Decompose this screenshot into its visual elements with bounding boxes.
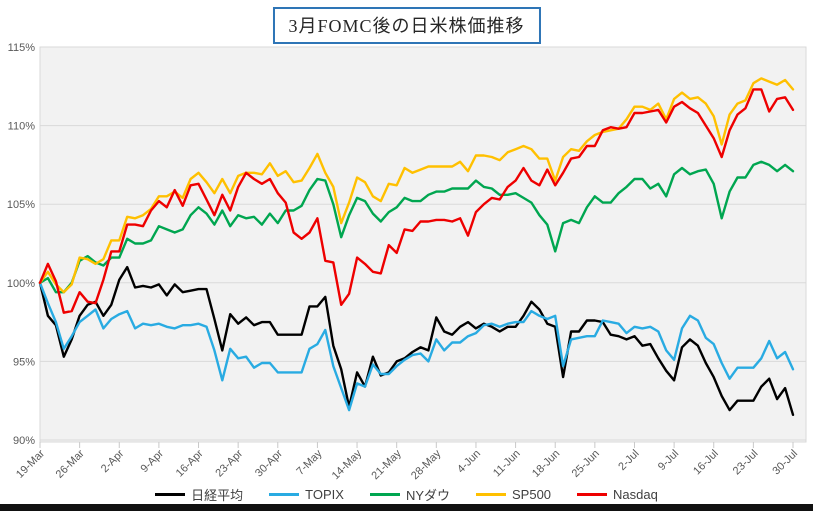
x-tick-label-11-Jun: 11-Jun [491, 448, 523, 480]
legend-item-ny-dow: NYダウ [369, 485, 450, 504]
legend-label-sp500: SP500 [512, 486, 552, 502]
y-tick-label-105: 105% [7, 199, 35, 211]
series-line-ny-dow [38, 160, 795, 294]
chart-legend: 日経平均 TOPIX NYダウ SP500 Nasdaq [0, 484, 813, 504]
x-tick-label-25-Jun: 25-Jun [570, 448, 602, 480]
legend-label-nasdaq: Nasdaq [613, 486, 658, 502]
legend-label-topix: TOPIX [305, 486, 344, 502]
legend-item-nikkei: 日経平均 [155, 485, 243, 504]
x-tick-label-2-Jul: 2-Jul [616, 448, 641, 473]
legend-item-sp500: SP500 [476, 487, 551, 502]
legend-swatch-ny-dow [369, 492, 400, 496]
series-line-nasdaq [38, 88, 795, 314]
x-tick-label-19-Mar: 19-Mar [14, 447, 47, 480]
y-tick-label-100: 100% [7, 278, 35, 290]
plot-area [39, 46, 807, 443]
y-tick-label-115: 115% [8, 42, 36, 54]
legend-label-ny-dow: NYダウ [405, 487, 450, 503]
legend-swatch-sp500 [476, 492, 506, 496]
x-tick-label-26-Mar: 26-Mar [54, 447, 87, 480]
x-tick-label-21-May: 21-May [369, 447, 404, 482]
x-tick-label-28-May: 28-May [409, 447, 444, 482]
x-tick-label-16-Jul: 16-Jul [691, 448, 721, 478]
x-tick-label-23-Jul: 23-Jul [731, 448, 761, 478]
legend-swatch-topix [269, 492, 300, 496]
x-tick-label-7-May: 7-May [294, 447, 324, 477]
series-line-sp500 [38, 77, 795, 294]
legend-swatch-nasdaq [577, 492, 608, 496]
y-tick-label-95: 95% [13, 356, 35, 368]
x-tick-label-9-Jul: 9-Jul [656, 448, 681, 473]
y-tick-label-110: 110% [8, 121, 36, 133]
x-tick-label-30-Apr: 30-Apr [253, 447, 285, 479]
x-tick-label-18-Jun: 18-Jun [530, 448, 562, 480]
y-tick-label-90: 90% [13, 435, 35, 447]
bottom-edge-bar [0, 504, 813, 511]
legend-swatch-nikkei [155, 492, 186, 496]
x-tick-label-9-Apr: 9-Apr [139, 447, 167, 475]
legend-item-nasdaq: Nasdaq [577, 487, 658, 502]
x-tick-label-4-Jun: 4-Jun [455, 448, 483, 476]
legend-label-nikkei: 日経平均 [191, 487, 244, 503]
x-tick-label-30-Jul: 30-Jul [770, 448, 800, 478]
x-tick-label-23-Apr: 23-Apr [213, 447, 245, 479]
series-line-nikkei [38, 265, 795, 416]
x-tick-label-2-Apr: 2-Apr [99, 447, 127, 475]
legend-item-topix: TOPIX [269, 487, 344, 502]
x-tick-label-16-Apr: 16-Apr [174, 447, 206, 479]
series-line-topix [38, 281, 795, 412]
chart-title: 3月FOMC後の日米株価推移 [272, 7, 541, 44]
x-tick-label-14-May: 14-May [330, 447, 365, 482]
